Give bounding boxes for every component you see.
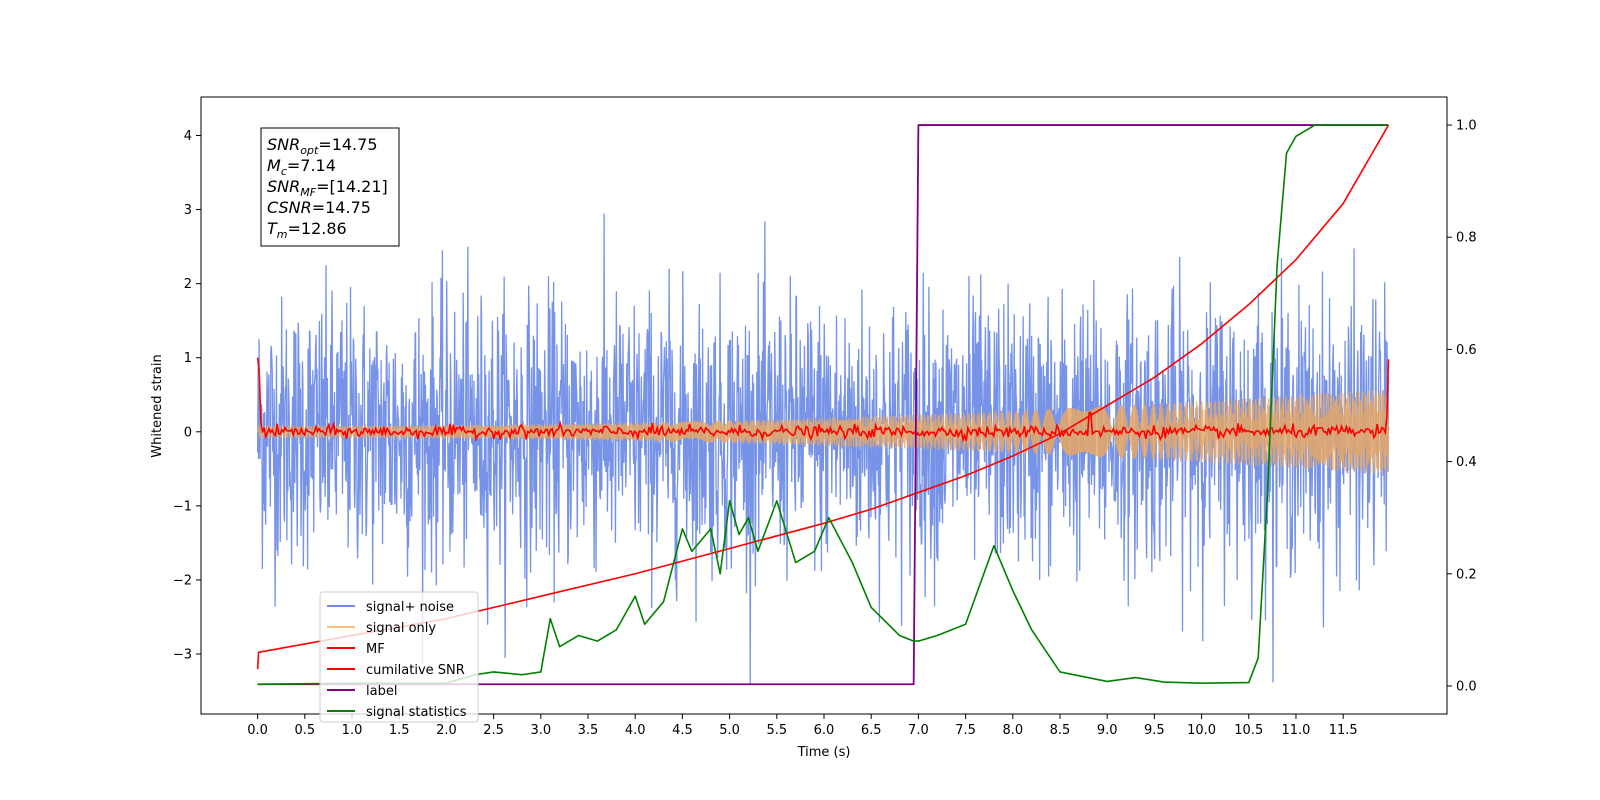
series-mf	[256, 357, 1390, 443]
info-value: =7.14	[287, 156, 336, 175]
x-tick-label: 8.0	[1002, 723, 1023, 738]
info-value: =[14.21]	[316, 177, 388, 196]
y-tick-label: 4	[184, 129, 192, 144]
y2-tick-label: 0.4	[1456, 455, 1477, 470]
info-line: SNRopt=14.75	[267, 135, 378, 157]
x-tick-label: 6.0	[814, 723, 835, 738]
x-tick-label: 10.0	[1187, 723, 1216, 738]
y-tick-label: 1	[184, 351, 192, 366]
info-line: SNRMF=[14.21]	[267, 177, 388, 199]
x-tick-label: 9.5	[1144, 723, 1165, 738]
x-tick-label: 5.0	[719, 723, 740, 738]
info-value: =12.86	[288, 219, 347, 238]
info-subscript: m	[277, 228, 288, 241]
legend-entry: signal only	[366, 621, 436, 636]
y-tick-label: 2	[184, 277, 192, 292]
y-axis-label: Whitened strain	[150, 354, 165, 457]
y-tick-label: −3	[173, 648, 192, 663]
x-tick-label: 7.0	[908, 723, 929, 738]
x-tick-label: 10.5	[1234, 723, 1263, 738]
x-tick-label: 2.5	[483, 723, 504, 738]
y2-tick-label: 0.8	[1456, 231, 1477, 246]
x-tick-label: 2.0	[436, 723, 457, 738]
info-subscript: MF	[300, 186, 316, 199]
legend-frame	[319, 591, 479, 723]
info-value: =14.75	[318, 135, 377, 154]
y-tick-label: 3	[184, 203, 192, 218]
info-value: =14.75	[312, 198, 371, 217]
x-tick-label: 6.5	[861, 723, 882, 738]
x-tick-label: 11.5	[1329, 723, 1358, 738]
x-axis-label: Time (s)	[797, 745, 851, 760]
y2-tick-label: 0.2	[1456, 567, 1477, 582]
series-label	[257, 124, 1389, 686]
legend-entry: MF	[366, 642, 385, 657]
legend-entry: cumilative SNR	[366, 663, 465, 678]
legend-entry: signal statistics	[366, 705, 467, 720]
x-axis-ticks: 0.0 0.5 1.0 1.5 2.0 2.5 3.0 3.5 4.0 4.5 5.0 5.5 6.0 6…	[247, 714, 1358, 738]
info-variable: T	[267, 219, 278, 238]
legend-entry: label	[366, 684, 397, 699]
y-tick-label: 0	[184, 425, 192, 440]
x-tick-label: 3.5	[578, 723, 599, 738]
x-tick-label: 4.5	[672, 723, 693, 738]
info-line: Tm=12.86	[267, 219, 347, 241]
x-tick-label: 9.0	[1097, 723, 1118, 738]
y2-tick-label: 0.0	[1456, 679, 1477, 694]
x-tick-label: 11.0	[1281, 723, 1310, 738]
series-signal-statistics	[257, 124, 1389, 686]
x-tick-label: 4.0	[625, 723, 646, 738]
x-tick-label: 1.5	[389, 723, 410, 738]
x-tick-label: 8.5	[1050, 723, 1071, 738]
x-tick-label: 3.0	[530, 723, 551, 738]
info-box-frame	[260, 127, 400, 247]
y-tick-label: −1	[173, 499, 192, 514]
info-box: SNRopt=14.75Mc=7.14SNRMF=[14.21]CSNR=14.…	[260, 127, 400, 247]
info-line: Mc=7.14	[267, 156, 336, 178]
x-tick-label: 0.0	[247, 723, 268, 738]
y-tick-label: −2	[173, 573, 192, 588]
legend-entry: signal+ noise	[366, 600, 454, 615]
series-signal-only	[256, 389, 1390, 474]
info-variable: SNR	[267, 177, 300, 196]
info-variable: M	[267, 156, 281, 175]
y2-axis-ticks: 0.0 0.2 0.4 0.6 0.8 1.0	[1447, 119, 1477, 694]
legend: signal+ noise signal only MF cumilative SNR…	[319, 591, 479, 723]
x-tick-label: 7.5	[955, 723, 976, 738]
y2-tick-label: 1.0	[1456, 119, 1477, 134]
y-axis-ticks: −3 −2 −1 0 1 2 3 4	[173, 129, 201, 663]
info-variable: SNR	[267, 135, 300, 154]
info-variable: CSNR	[267, 198, 312, 217]
info-subscript: c	[281, 165, 287, 178]
x-tick-label: 0.5	[294, 723, 315, 738]
info-subscript: opt	[300, 144, 319, 157]
y2-tick-label: 0.6	[1456, 343, 1477, 358]
x-tick-label: 1.0	[342, 723, 363, 738]
info-line: CSNR=14.75	[267, 198, 371, 217]
x-tick-label: 5.5	[766, 723, 787, 738]
